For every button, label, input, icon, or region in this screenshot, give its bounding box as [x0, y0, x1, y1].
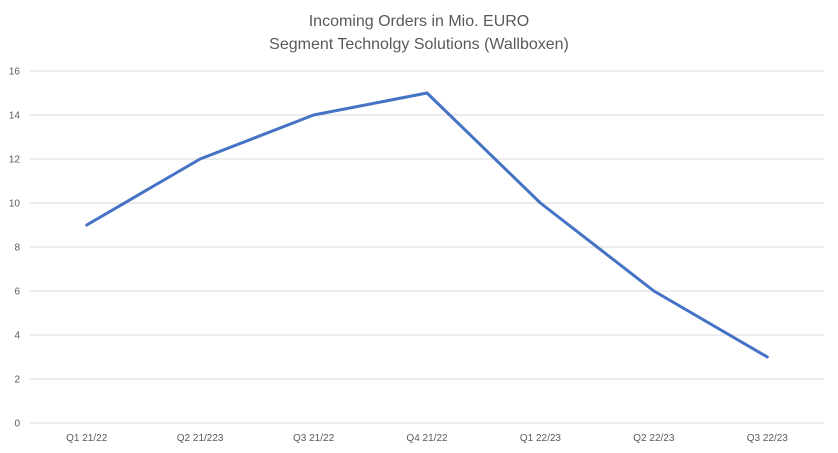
gridlines — [30, 70, 824, 424]
x-tick-label: Q2 22/23 — [633, 433, 675, 444]
x-axis-ticks: Q1 21/22 Q2 21/223 Q3 21/22 Q4 21/22 Q1 22/2… — [66, 433, 788, 444]
y-tick-label: 8 — [14, 243, 20, 254]
y-axis-ticks: 0 2 4 6 8 10 12 14 16 — [9, 67, 21, 430]
series-layer — [85, 91, 769, 359]
chart-title: Incoming Orders in Mio. EURO — [308, 13, 530, 30]
y-tick-label: 2 — [14, 375, 20, 386]
x-tick-label: Q1 22/23 — [520, 433, 562, 444]
y-tick-label: 4 — [14, 331, 20, 342]
y-tick-label: 6 — [14, 287, 20, 298]
x-tick-label: Q1 21/22 — [66, 433, 108, 444]
chart-subtitle: Segment Technolgy Solutions (Wallboxen) — [269, 36, 569, 53]
x-tick-label: Q4 21/22 — [406, 433, 448, 444]
y-tick-label: 14 — [9, 111, 21, 122]
chart-title-block: Incoming Orders in Mio. EURO Segment Tec… — [0, 10, 838, 56]
series-line — [85, 91, 769, 359]
y-tick-label: 0 — [14, 419, 20, 430]
x-tick-label: Q3 22/23 — [747, 433, 789, 444]
y-tick-label: 16 — [9, 67, 21, 78]
y-tick-label: 12 — [9, 155, 21, 166]
x-tick-label: Q3 21/22 — [293, 433, 335, 444]
y-tick-label: 10 — [9, 199, 21, 210]
x-tick-label: Q2 21/223 — [177, 433, 224, 444]
